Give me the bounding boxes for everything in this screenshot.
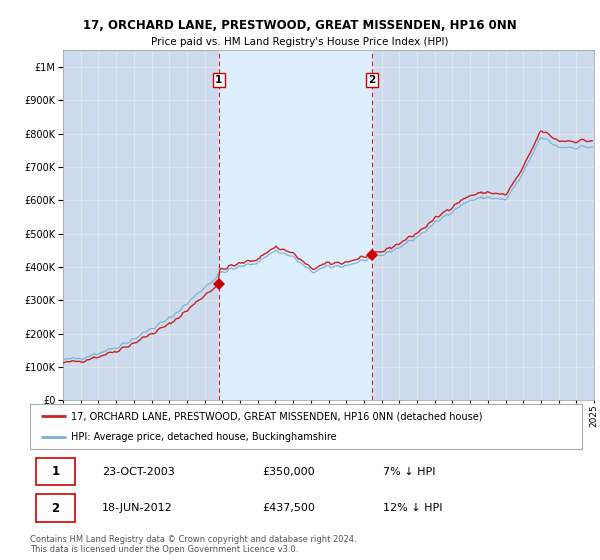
Text: 2: 2	[368, 76, 376, 85]
Text: 17, ORCHARD LANE, PRESTWOOD, GREAT MISSENDEN, HP16 0NN: 17, ORCHARD LANE, PRESTWOOD, GREAT MISSE…	[83, 18, 517, 32]
Text: 12% ↓ HPI: 12% ↓ HPI	[383, 503, 443, 513]
Bar	[219, 50, 372, 400]
Bar	[35, 458, 75, 486]
Text: 17, ORCHARD LANE, PRESTWOOD, GREAT MISSENDEN, HP16 0NN (detached house): 17, ORCHARD LANE, PRESTWOOD, GREAT MISSE…	[71, 412, 483, 422]
Text: HPI: Average price, detached house, Buckinghamshire: HPI: Average price, detached house, Buck…	[71, 432, 337, 442]
Text: Contains HM Land Registry data © Crown copyright and database right 2024.
This d: Contains HM Land Registry data © Crown c…	[30, 535, 356, 554]
Text: 23-OCT-2003: 23-OCT-2003	[102, 466, 175, 477]
Text: 1: 1	[52, 465, 59, 478]
Text: 2: 2	[52, 502, 59, 515]
Text: 1: 1	[215, 76, 223, 85]
Text: 18-JUN-2012: 18-JUN-2012	[102, 503, 173, 513]
Text: £350,000: £350,000	[262, 466, 314, 477]
Text: £437,500: £437,500	[262, 503, 315, 513]
Text: 7% ↓ HPI: 7% ↓ HPI	[383, 466, 436, 477]
Bar	[35, 494, 75, 522]
Text: Price paid vs. HM Land Registry's House Price Index (HPI): Price paid vs. HM Land Registry's House …	[151, 37, 449, 47]
